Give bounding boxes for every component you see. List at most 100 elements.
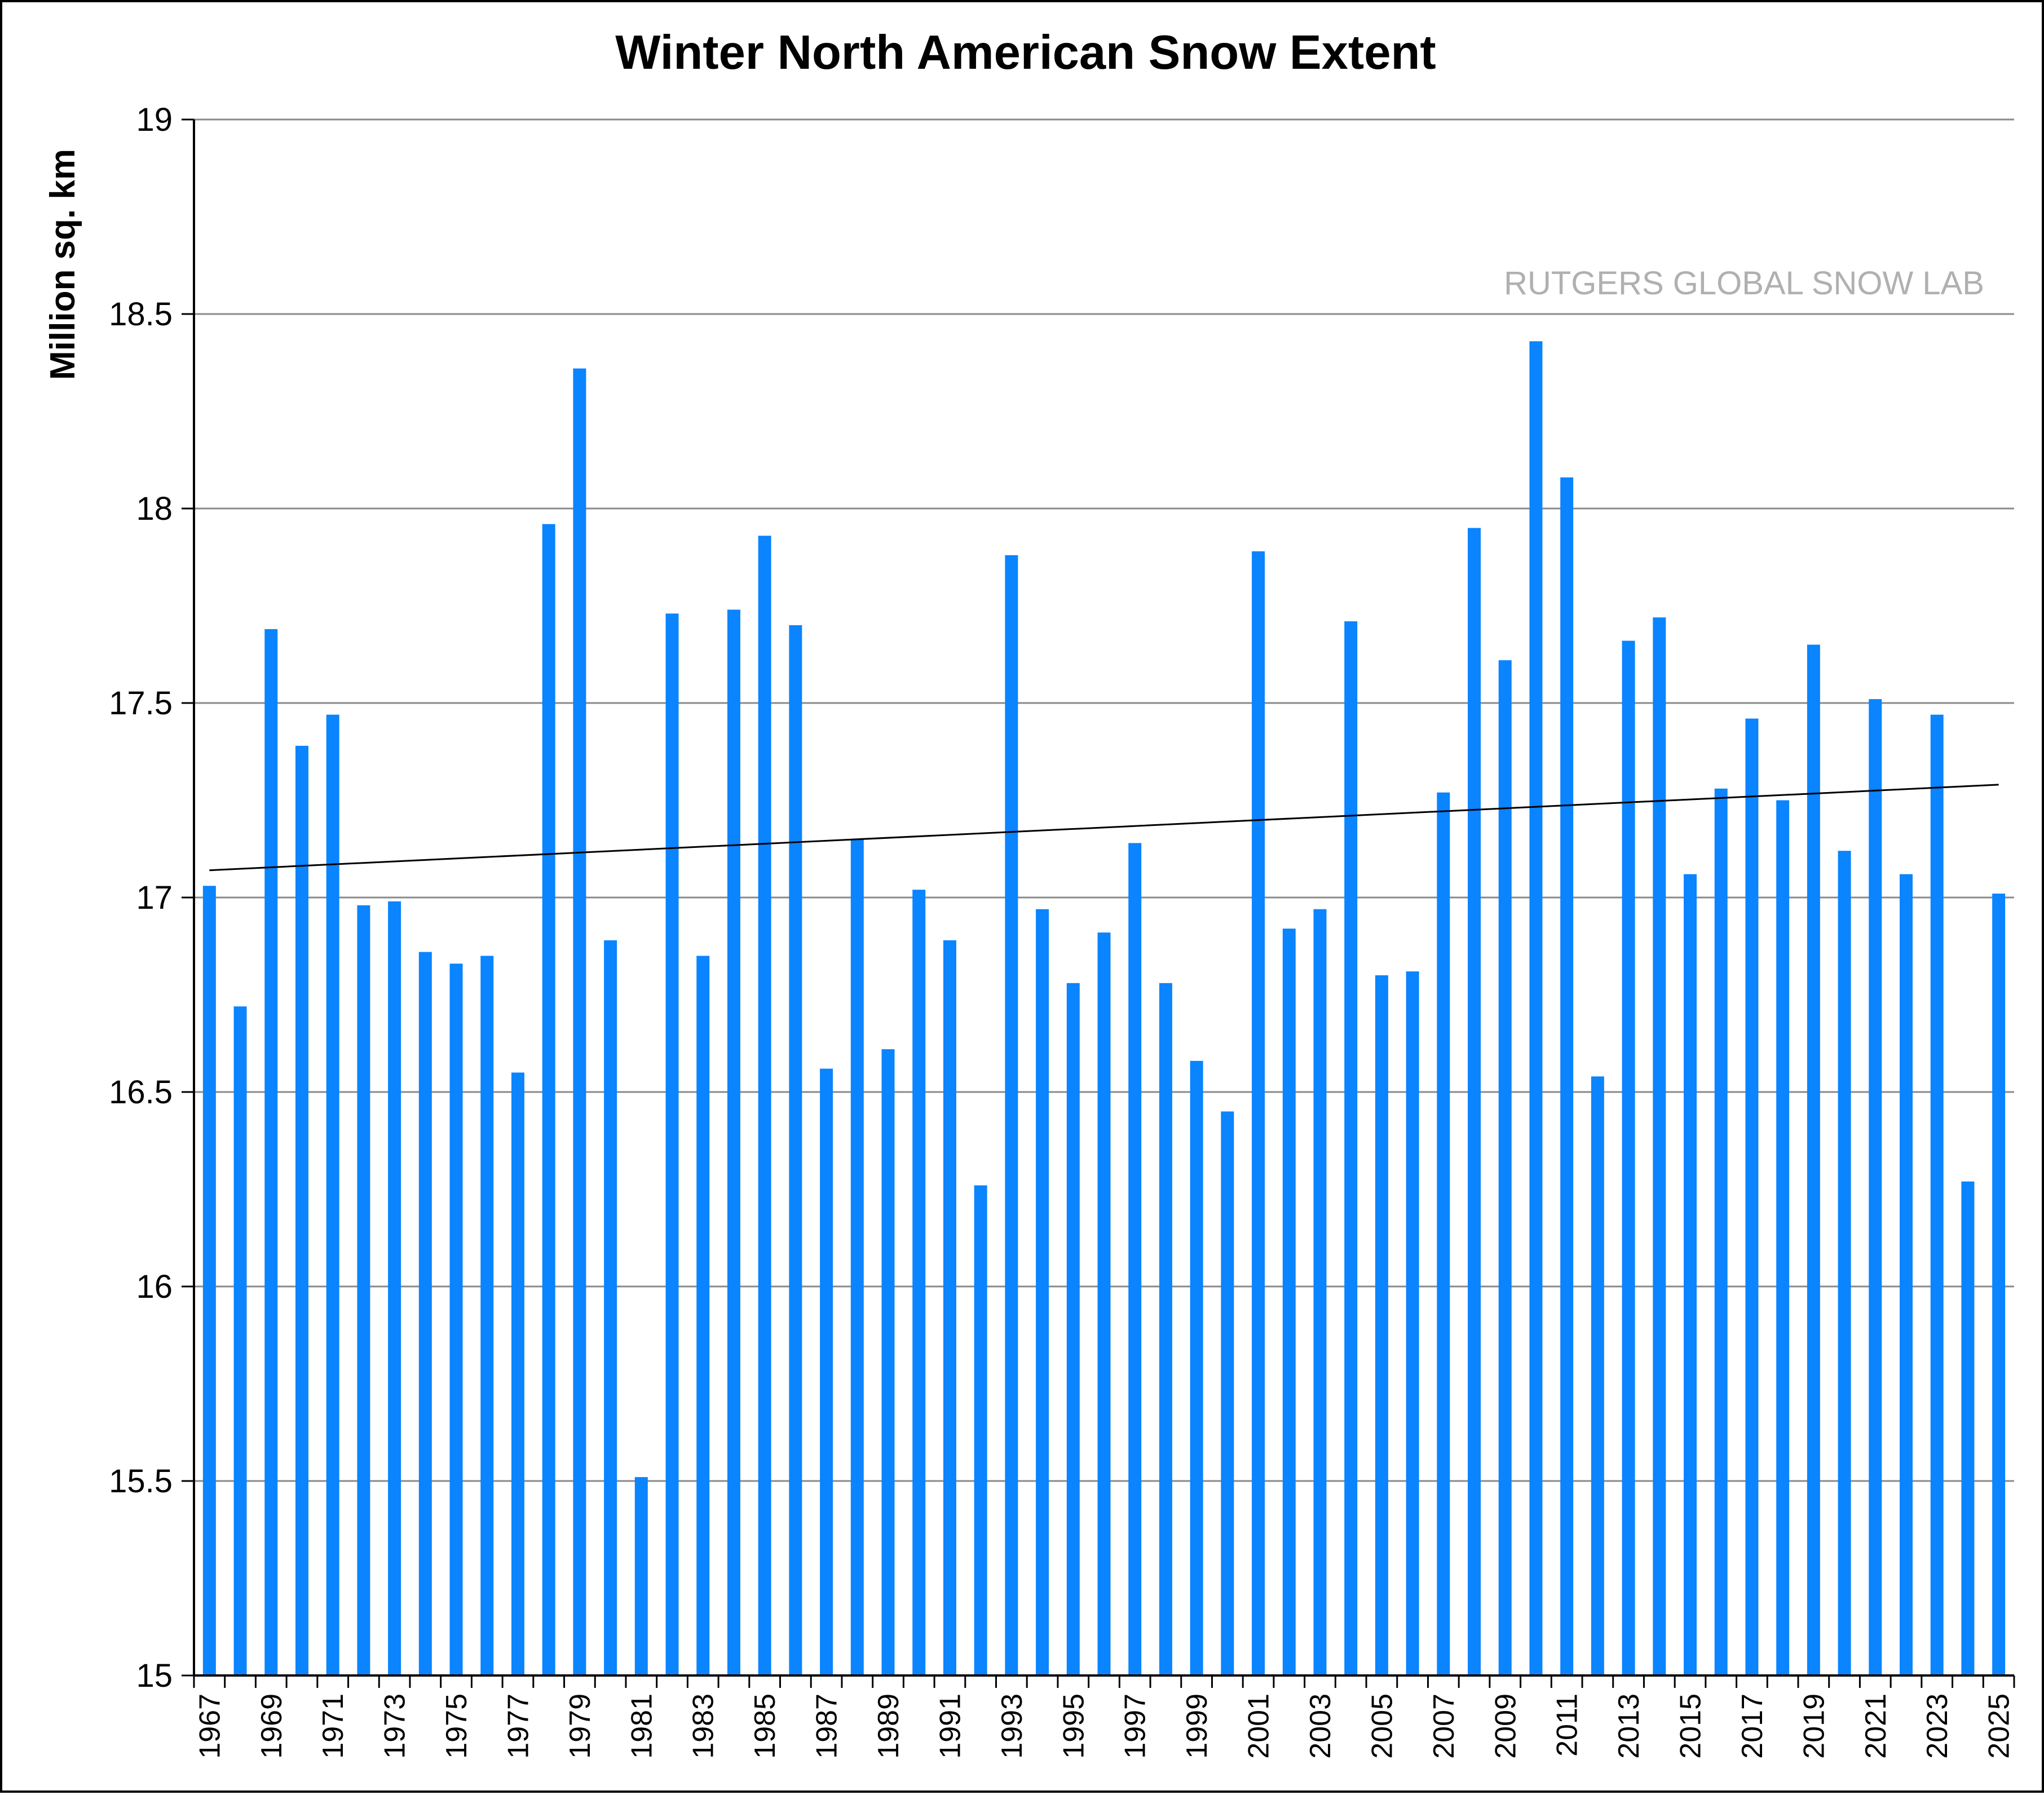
bar-1967 bbox=[202, 886, 216, 1675]
x-tick-label: 1987 bbox=[811, 1694, 844, 1759]
bar-1979 bbox=[573, 368, 586, 1675]
bar-2025 bbox=[1992, 894, 2006, 1675]
bar-1969 bbox=[264, 629, 278, 1675]
bar-1994 bbox=[1036, 909, 1049, 1675]
y-tick-label: 16.5 bbox=[109, 1074, 173, 1111]
bar-2008 bbox=[1468, 528, 1481, 1675]
bar-1995 bbox=[1066, 983, 1080, 1675]
bar-2015 bbox=[1684, 874, 1697, 1675]
y-tick-label: 17.5 bbox=[109, 685, 173, 722]
bar-2021 bbox=[1869, 699, 1882, 1675]
x-tick-label: 1991 bbox=[934, 1694, 966, 1759]
bar-1987 bbox=[820, 1068, 833, 1675]
bar-2011 bbox=[1560, 477, 1574, 1675]
x-tick-label: 1985 bbox=[749, 1694, 782, 1759]
bar-1971 bbox=[326, 714, 339, 1675]
x-tick-label: 2011 bbox=[1551, 1694, 1584, 1757]
trend-line bbox=[209, 784, 1999, 872]
x-tick-label: 2023 bbox=[1921, 1694, 1954, 1759]
x-tick-label: 2019 bbox=[1798, 1694, 1830, 1759]
x-tick-label: 2013 bbox=[1613, 1694, 1645, 1759]
bar-2014 bbox=[1653, 617, 1666, 1675]
y-tick-label: 16 bbox=[136, 1268, 173, 1305]
x-tick-label: 1999 bbox=[1181, 1694, 1213, 1759]
bar-1997 bbox=[1128, 843, 1142, 1675]
bar-2012 bbox=[1591, 1076, 1604, 1675]
y-tick-label: 15.5 bbox=[109, 1463, 173, 1500]
bar-1977 bbox=[511, 1072, 524, 1675]
y-tick-label: 15 bbox=[136, 1657, 173, 1694]
bar-1990 bbox=[912, 890, 926, 1675]
x-tick-label: 2025 bbox=[1983, 1694, 2016, 1759]
bar-2019 bbox=[1807, 644, 1820, 1675]
bar-1973 bbox=[388, 901, 401, 1675]
x-tick-label: 1969 bbox=[255, 1694, 288, 1759]
bars bbox=[202, 341, 2006, 1675]
bar-2002 bbox=[1282, 929, 1296, 1675]
bar-1992 bbox=[974, 1185, 987, 1675]
bar-1978 bbox=[542, 524, 555, 1675]
x-tick-label: 1973 bbox=[379, 1694, 412, 1759]
y-tick-label: 17 bbox=[136, 879, 173, 916]
x-tick-label: 2005 bbox=[1366, 1694, 1398, 1759]
bar-1993 bbox=[1005, 555, 1018, 1675]
bar-1980 bbox=[604, 940, 617, 1675]
x-tick-label: 1977 bbox=[502, 1694, 535, 1759]
bar-2000 bbox=[1221, 1111, 1234, 1675]
bar-2017 bbox=[1745, 718, 1759, 1675]
bar-1996 bbox=[1097, 932, 1111, 1675]
x-tick-label: 2009 bbox=[1489, 1694, 1522, 1759]
bar-2018 bbox=[1776, 800, 1790, 1675]
bar-1985 bbox=[758, 536, 771, 1675]
bar-2010 bbox=[1529, 341, 1543, 1675]
bar-2016 bbox=[1714, 788, 1728, 1675]
bar-1998 bbox=[1159, 983, 1172, 1675]
bar-2003 bbox=[1313, 909, 1327, 1675]
bar-2009 bbox=[1498, 660, 1512, 1675]
y-tick-labels: 15 15.5 16 16.5 17 17.5 18 18.5 19 bbox=[109, 101, 173, 1694]
bar-1988 bbox=[850, 839, 864, 1675]
x-tick-label: 2015 bbox=[1675, 1694, 1707, 1759]
bar-1981 bbox=[634, 1477, 648, 1675]
bar-1986 bbox=[789, 625, 802, 1675]
x-tick-label: 2007 bbox=[1428, 1694, 1460, 1759]
x-tick-labels: 1967 1969 1971 1973 1975 1977 1979 1981 1983 1985… bbox=[193, 1675, 2016, 1759]
bar-1970 bbox=[295, 745, 308, 1675]
bar-2024 bbox=[1961, 1181, 1975, 1675]
bar-1968 bbox=[233, 1006, 247, 1675]
bar-2005 bbox=[1375, 975, 1388, 1675]
x-tick-label: 1983 bbox=[687, 1694, 720, 1759]
bar-1983 bbox=[696, 956, 710, 1675]
x-tick-label: 1997 bbox=[1119, 1694, 1152, 1759]
x-tick-label: 1995 bbox=[1057, 1694, 1090, 1759]
x-tick-label: 1967 bbox=[193, 1694, 226, 1759]
x-tick-label: 2003 bbox=[1304, 1694, 1337, 1759]
bar-2001 bbox=[1252, 551, 1265, 1675]
y-tick-label: 18 bbox=[136, 490, 173, 527]
x-tick-label: 1979 bbox=[564, 1694, 597, 1759]
y-tick-label: 19 bbox=[136, 101, 173, 138]
bar-1982 bbox=[665, 613, 679, 1675]
bar-1972 bbox=[357, 905, 370, 1675]
bar-1999 bbox=[1190, 1060, 1203, 1675]
x-tick-label: 2021 bbox=[1860, 1694, 1892, 1759]
x-tick-label: 1975 bbox=[440, 1694, 473, 1759]
bar-1976 bbox=[480, 956, 494, 1675]
chart-title: Winter North American Snow Extent bbox=[615, 26, 1436, 79]
bar-1975 bbox=[449, 963, 463, 1675]
x-tick-label: 2001 bbox=[1243, 1694, 1275, 1759]
x-tick-label: 1971 bbox=[317, 1694, 350, 1759]
x-tick-label: 1989 bbox=[872, 1694, 905, 1759]
bar-2007 bbox=[1437, 792, 1450, 1675]
x-tick-label: 1993 bbox=[996, 1694, 1028, 1759]
y-axis-label: Million sq. km bbox=[43, 149, 82, 380]
bar-1984 bbox=[727, 609, 740, 1675]
y-tick-label: 18.5 bbox=[109, 296, 173, 333]
bar-2023 bbox=[1930, 714, 1944, 1675]
bar-1991 bbox=[943, 940, 956, 1675]
bar-2020 bbox=[1838, 851, 1851, 1675]
bar-2022 bbox=[1900, 874, 1913, 1675]
bar-2006 bbox=[1406, 971, 1419, 1675]
